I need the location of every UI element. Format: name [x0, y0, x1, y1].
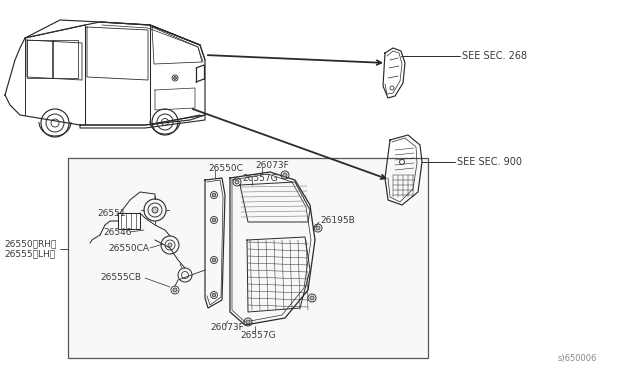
Circle shape — [212, 193, 216, 197]
Text: 26546: 26546 — [103, 228, 131, 237]
Circle shape — [212, 218, 216, 222]
Text: 26555CB: 26555CB — [100, 273, 141, 282]
Text: 26555〈LH〉: 26555〈LH〉 — [4, 250, 55, 259]
Circle shape — [173, 288, 177, 292]
Bar — [118, 213, 140, 229]
Circle shape — [246, 320, 250, 324]
Text: 26073F: 26073F — [255, 160, 289, 170]
Text: 26557G: 26557G — [242, 173, 278, 183]
Bar — [68, 158, 428, 358]
Circle shape — [212, 258, 216, 262]
Text: 26550CA: 26550CA — [108, 244, 149, 253]
Text: 26073F: 26073F — [210, 324, 244, 333]
Circle shape — [168, 243, 172, 247]
Circle shape — [316, 226, 320, 230]
Circle shape — [310, 296, 314, 300]
Text: 26550C: 26550C — [208, 164, 243, 173]
Text: 26195B: 26195B — [320, 215, 355, 224]
Text: 26557G: 26557G — [240, 330, 276, 340]
Text: 26551: 26551 — [97, 208, 125, 218]
Circle shape — [152, 207, 158, 213]
Text: s)650006: s)650006 — [558, 353, 597, 362]
Circle shape — [283, 173, 287, 177]
Circle shape — [173, 77, 177, 80]
Text: SEE SEC. 900: SEE SEC. 900 — [457, 157, 522, 167]
Text: 26550〈RH〉: 26550〈RH〉 — [4, 240, 56, 248]
Circle shape — [235, 180, 239, 184]
Circle shape — [212, 293, 216, 297]
Text: SEE SEC. 268: SEE SEC. 268 — [462, 51, 527, 61]
